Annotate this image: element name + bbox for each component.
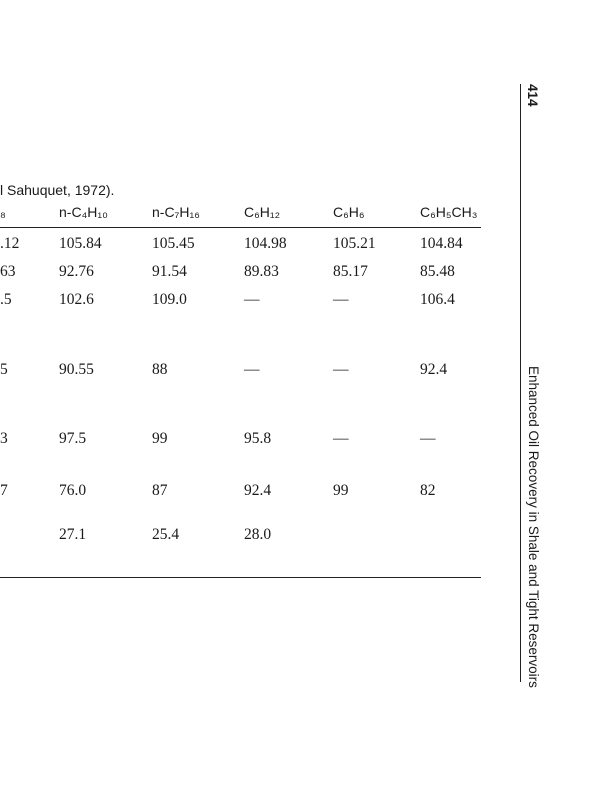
bottom-rule bbox=[0, 577, 481, 578]
table-cell: 25.4 bbox=[152, 526, 180, 543]
table-cell: 105.21 bbox=[333, 235, 376, 252]
table-cell: .5 bbox=[0, 291, 12, 308]
table-cell: 99 bbox=[333, 482, 349, 499]
table-cell: 109.0 bbox=[152, 291, 187, 308]
table-cell: 95.8 bbox=[244, 430, 272, 447]
table-cell: 105.84 bbox=[59, 235, 102, 252]
table-cell: 85.48 bbox=[420, 263, 455, 280]
running-title: Enhanced Oil Recovery in Shale and Tight… bbox=[526, 366, 541, 688]
table-cell: 5 bbox=[0, 361, 8, 378]
column-header: C₆H₅CH₃ bbox=[420, 204, 478, 220]
table-cell: — bbox=[244, 361, 260, 378]
table-cell: — bbox=[333, 291, 349, 308]
table-cell: 92.76 bbox=[59, 263, 94, 280]
table-cell: 85.17 bbox=[333, 263, 368, 280]
table-cell: 89.83 bbox=[244, 263, 279, 280]
table-cell: 104.84 bbox=[420, 235, 463, 252]
table-cell: — bbox=[244, 291, 260, 308]
table-cell: — bbox=[333, 361, 349, 378]
margin-rule bbox=[520, 84, 521, 682]
table-cell: — bbox=[420, 430, 436, 447]
table-caption: l Sahuquet, 1972). bbox=[0, 182, 115, 198]
table-cell: 102.6 bbox=[59, 291, 94, 308]
table-cell: 76.0 bbox=[59, 482, 87, 499]
table-cell: .12 bbox=[0, 235, 20, 252]
table-cell: 3 bbox=[0, 430, 8, 447]
table-cell: 92.4 bbox=[420, 361, 448, 378]
table-cell: 106.4 bbox=[420, 291, 455, 308]
table-cell: 91.54 bbox=[152, 263, 187, 280]
column-header: C₆H₁₂ bbox=[244, 204, 281, 220]
table-cell: — bbox=[333, 430, 349, 447]
column-header: C₆H₆ bbox=[333, 204, 365, 220]
table-cell: 90.55 bbox=[59, 361, 94, 378]
column-header: n-C₄H₁₀ bbox=[59, 204, 108, 220]
table-cell: 87 bbox=[152, 482, 168, 499]
table-cell: 104.98 bbox=[244, 235, 287, 252]
table-cell: 7 bbox=[0, 482, 8, 499]
header-rule bbox=[0, 227, 481, 228]
table-cell: 105.45 bbox=[152, 235, 195, 252]
table-cell: 92.4 bbox=[244, 482, 272, 499]
table-cell: 97.5 bbox=[59, 430, 87, 447]
table-cell: 27.1 bbox=[59, 526, 87, 543]
table-cell: 88 bbox=[152, 361, 168, 378]
table-cell: 82 bbox=[420, 482, 436, 499]
column-header: ₈ bbox=[0, 204, 6, 220]
table-cell: 99 bbox=[152, 430, 168, 447]
page-number: 414 bbox=[525, 84, 540, 107]
column-header: n-C₇H₁₆ bbox=[152, 204, 200, 220]
table-cell: 63 bbox=[0, 263, 16, 280]
table-cell: 28.0 bbox=[244, 526, 272, 543]
